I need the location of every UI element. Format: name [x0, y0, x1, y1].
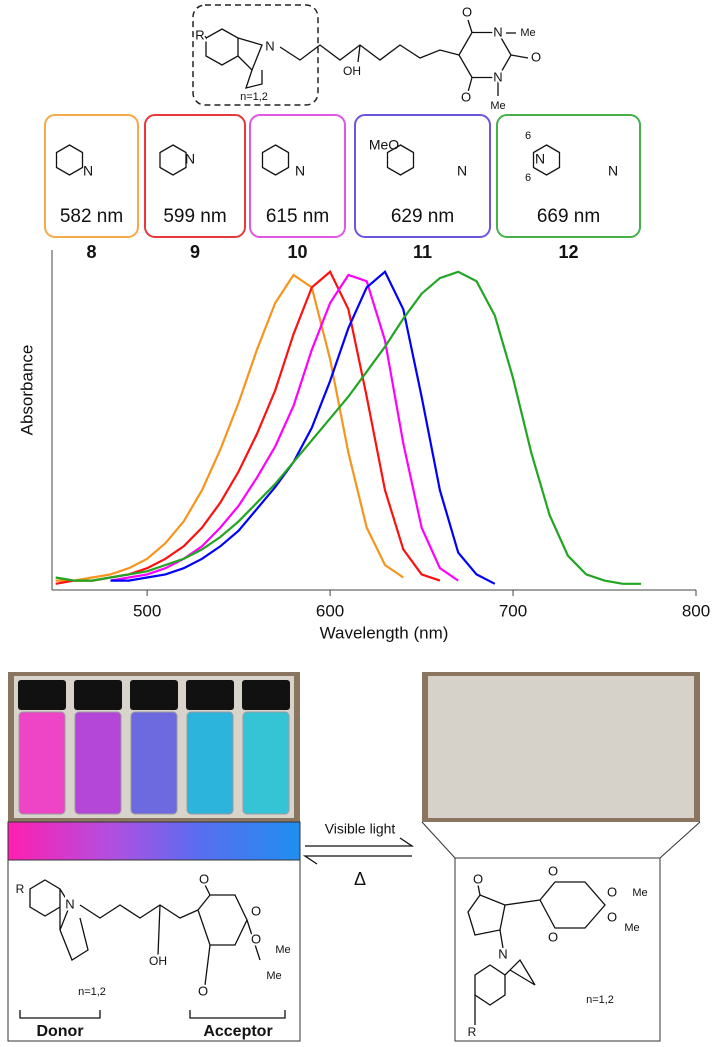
- legend-compound: 9: [190, 242, 200, 262]
- atom-label: O: [198, 983, 208, 998]
- atom-label: O: [548, 929, 558, 944]
- atom-label: Me: [632, 887, 647, 899]
- atom-label: 6: [525, 172, 531, 184]
- legend-wavelength: 582 nm: [60, 206, 123, 227]
- atom-label: O: [251, 903, 261, 918]
- atom-label: MeO: [369, 137, 399, 153]
- atom-label: OH: [343, 64, 361, 78]
- x-tick-label: 600: [316, 601, 344, 620]
- atom-label: N: [265, 38, 274, 53]
- atom-label: n=1,2: [78, 986, 106, 998]
- gradient-band: [8, 822, 300, 860]
- atom-label: O: [548, 863, 558, 878]
- arrows: [305, 838, 412, 864]
- atom-label: O: [531, 49, 541, 64]
- ring: [160, 145, 186, 175]
- spectrum-line: [56, 272, 440, 584]
- atom-label: Me: [266, 970, 281, 982]
- ring: [57, 145, 83, 175]
- donor-label: Donor: [36, 1023, 83, 1040]
- legend-compound: 12: [558, 242, 578, 262]
- atom-label: O: [473, 871, 483, 886]
- vial: [243, 712, 289, 814]
- atom-label: R: [195, 27, 204, 42]
- vial-cap: [186, 680, 234, 710]
- atom-label: N: [185, 151, 195, 167]
- atom-label: Me: [624, 922, 639, 934]
- atom-label: O: [607, 909, 617, 924]
- atom-label: O: [251, 931, 261, 946]
- photo-bg: [428, 676, 694, 818]
- legend-compound: 10: [287, 242, 307, 262]
- atom-label: N: [457, 163, 467, 179]
- atom-label: n=1,2: [586, 994, 614, 1006]
- atom-label: N: [608, 163, 618, 179]
- closed-form-box: [455, 858, 660, 1041]
- legend-wavelength: 669 nm: [537, 206, 600, 227]
- atom-label: O: [199, 871, 209, 886]
- atom-label: n=1,2: [240, 91, 268, 103]
- atom-label: N: [65, 896, 74, 911]
- atom-label: 6: [525, 130, 531, 142]
- x-tick-label: 800: [682, 601, 710, 620]
- legend-wavelength: 615 nm: [266, 206, 329, 227]
- legend-wavelength: 599 nm: [163, 206, 226, 227]
- atom-label: R: [16, 882, 25, 896]
- atom-label: N: [493, 24, 502, 39]
- open-form-box: [8, 860, 300, 1041]
- spectrum-line: [111, 272, 495, 584]
- reverse-label: Δ: [354, 869, 366, 889]
- top-bonds: [205, 20, 528, 96]
- x-tick-label: 500: [133, 601, 161, 620]
- y-axis-label: Absorbance: [17, 345, 36, 436]
- acceptor-label: Acceptor: [203, 1023, 272, 1040]
- vial: [131, 712, 177, 814]
- atom-label: N: [535, 151, 545, 167]
- frame-lines: [422, 822, 700, 858]
- legend-compound: 8: [86, 242, 96, 262]
- forward-label: Visible light: [325, 821, 396, 837]
- vial-cap: [130, 680, 178, 710]
- atom-label: Me: [520, 27, 535, 39]
- atom-label: Me: [490, 100, 505, 112]
- atom-label: O: [607, 884, 617, 899]
- x-axis-label: Wavelength (nm): [320, 623, 449, 642]
- vial-cap: [18, 680, 66, 710]
- x-tick-label: 700: [499, 601, 527, 620]
- atom-label: N: [295, 163, 305, 179]
- vial-cap: [74, 680, 122, 710]
- atom-label: R: [468, 1025, 477, 1039]
- spectrum-line: [56, 272, 641, 584]
- atom-label: N: [83, 163, 93, 179]
- atom-label: OH: [149, 954, 167, 968]
- vial: [19, 712, 65, 814]
- vial-cap: [242, 680, 290, 710]
- atom-label: O: [461, 89, 471, 104]
- ring: [263, 145, 289, 175]
- atom-label: N: [498, 946, 507, 961]
- vial: [75, 712, 121, 814]
- figure: RNn=1,2OHONMeONMeO N582 nm8N599 nm9N615 …: [0, 0, 713, 1042]
- atom-label: Me: [275, 944, 290, 956]
- atom-label: O: [462, 4, 472, 19]
- vial: [187, 712, 233, 814]
- legend-wavelength: 629 nm: [391, 206, 454, 227]
- legend-compound: 11: [413, 242, 432, 262]
- atom-label: N: [493, 69, 502, 84]
